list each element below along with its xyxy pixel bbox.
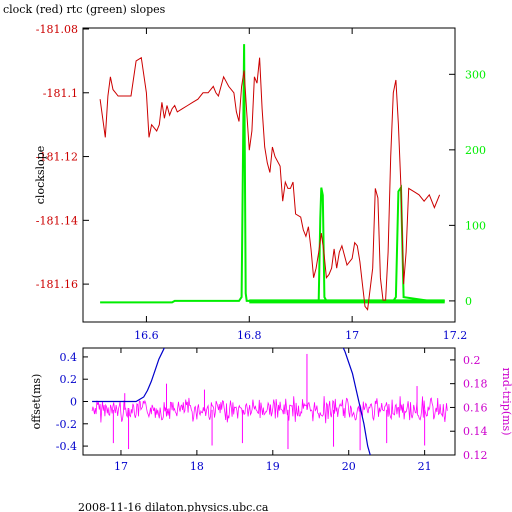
x-tick-label: 21: [418, 460, 432, 473]
y2-tick-label: 0.12: [463, 449, 488, 462]
x-tick-label: 17: [345, 329, 359, 342]
y-axis-label: offset(ms): [30, 374, 43, 430]
y-tick-label: -181.12: [36, 151, 78, 164]
rndtrip-noise: [91, 396, 448, 424]
x-tick-label: 18: [190, 460, 204, 473]
y-tick-label: -0.4: [56, 440, 77, 453]
y-tick-label: 0: [70, 396, 77, 409]
y2-tick-label: 0: [465, 295, 472, 308]
x-tick-label: 16.8: [237, 329, 262, 342]
y-tick-label: 0.4: [60, 351, 78, 364]
footer-text: 2008-11-16 dilaton.physics.ubc.ca: [78, 501, 269, 512]
y2-axis-label: rnd-trip(ms): [500, 368, 512, 436]
x-tick-label: 19: [266, 460, 280, 473]
y-tick-label: -0.2: [56, 418, 77, 431]
x-tick-label: 17.2: [443, 329, 468, 342]
offset-line: [342, 348, 371, 455]
x-tick-label: 20: [342, 460, 356, 473]
y2-tick-label: 0.16: [463, 401, 488, 414]
y2-tick-label: 100: [465, 219, 486, 232]
x-tick-label: 16.6: [134, 329, 159, 342]
y-tick-label: -181.1: [43, 87, 78, 100]
top-plot: 16.6 16.8 17 17.2 -181.08 -181.1 -181.12 -181.1…: [34, 23, 486, 342]
rndtrip-group: [91, 348, 448, 455]
y2-tick-label: 200: [465, 144, 486, 157]
y-tick-label: -181.16: [36, 278, 78, 291]
clock-slope-line: [99, 56, 441, 311]
plot-frame: [82, 347, 456, 456]
chart-title: clock (red) rtc (green) slopes: [3, 3, 166, 16]
y-tick-label: -181.08: [36, 23, 78, 36]
plot-frame: [82, 27, 456, 323]
y2-tick-label: 300: [465, 68, 486, 81]
x-tick-label: 17: [114, 460, 128, 473]
y2-tick-label: 0.2: [463, 354, 481, 367]
offset-line: [92, 348, 165, 403]
y-axis-label: clockslope: [34, 146, 47, 204]
y2-tick-label: 0.18: [463, 378, 488, 391]
y-tick-label: 0.2: [60, 373, 78, 386]
y-tick-label: -181.14: [36, 214, 78, 227]
bottom-plot: 17 18 19 20 21 0.4 0.2 0 -0.2 -0.4 0.2 0.18 0.16 0.14…: [30, 347, 512, 473]
rtc-noise-band: [249, 299, 445, 304]
rtc-slope-line: [100, 44, 445, 304]
y2-tick-label: 0.14: [463, 425, 488, 438]
